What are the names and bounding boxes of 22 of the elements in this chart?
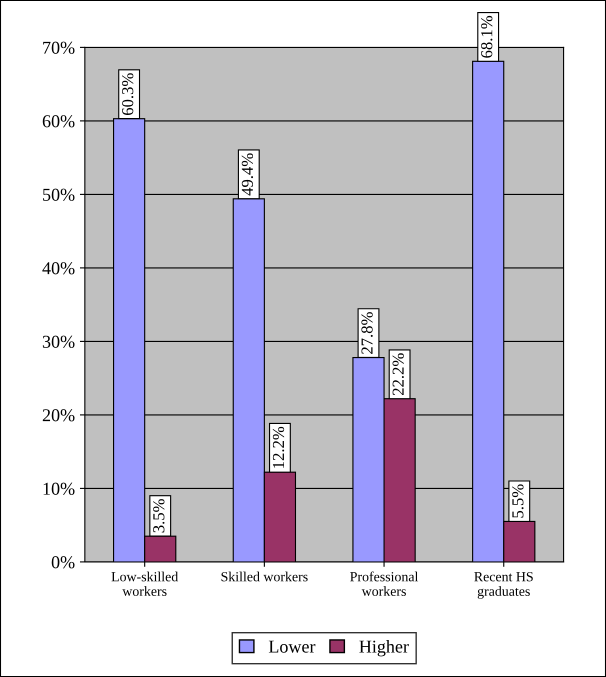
data-label: 68.1% xyxy=(481,16,492,58)
data-label: 3.5% xyxy=(153,499,164,532)
legend-label: Lower xyxy=(268,640,316,653)
x-tick-label: Skilled workers xyxy=(222,572,308,582)
y-tick-label: 30% xyxy=(42,336,75,348)
legend-label: Higher xyxy=(359,640,409,656)
data-label: 60.3% xyxy=(122,73,134,116)
data-label: 49.4% xyxy=(242,153,254,196)
y-tick-label: 40% xyxy=(42,262,75,274)
x-tick-label: Professional workers xyxy=(350,571,418,596)
data-label: 5.5% xyxy=(512,484,524,518)
y-tick-label: 20% xyxy=(42,409,75,422)
y-tick-label: 60% xyxy=(42,115,75,128)
data-label: 27.8% xyxy=(361,312,373,354)
y-tick-label: 70% xyxy=(43,42,75,54)
y-tick-label: 0% xyxy=(52,556,75,568)
y-tick-label: 10% xyxy=(44,482,75,495)
data-label: 12.2% xyxy=(272,426,284,468)
y-tick-label: 50% xyxy=(43,188,75,201)
data-label: 22.2% xyxy=(392,353,404,396)
x-tick-label: Low-skilled workers xyxy=(112,572,178,596)
x-tick-label: Recent HS graduates xyxy=(474,572,533,599)
